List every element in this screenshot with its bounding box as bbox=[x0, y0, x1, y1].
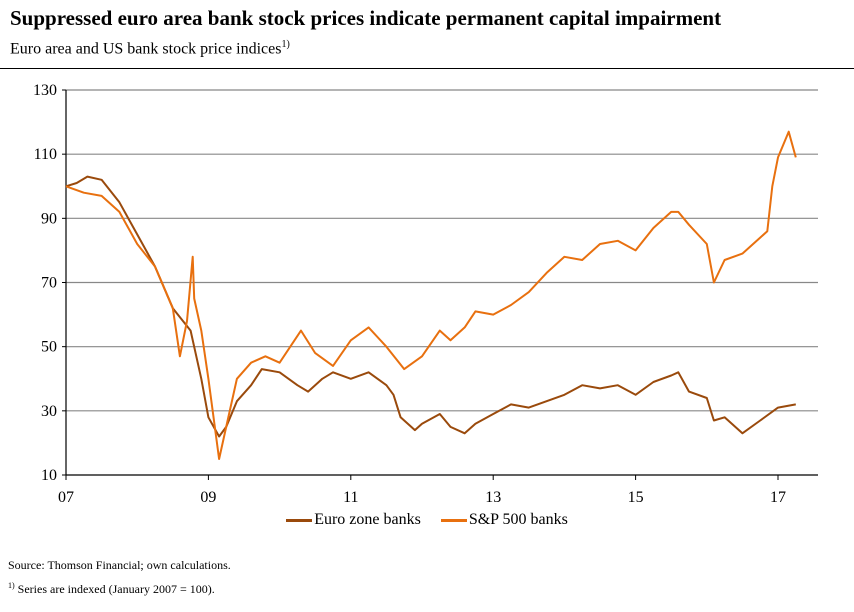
footnote-mark: 1) bbox=[281, 39, 290, 50]
y-tick-label: 10 bbox=[41, 467, 57, 484]
source-note: Source: Thomson Financial; own calculati… bbox=[8, 558, 231, 572]
chart-subtitle: Euro area and US bank stock price indice… bbox=[10, 39, 290, 58]
legend-item-euro: Euro zone banks bbox=[286, 511, 421, 529]
y-tick-label: 110 bbox=[34, 146, 57, 163]
chart-title: Suppressed euro area bank stock prices i… bbox=[10, 6, 722, 30]
series-line-euro-zone-banks bbox=[65, 175, 796, 438]
x-tick-label: 07 bbox=[58, 489, 74, 506]
subtitle-text: Euro area and US bank stock price indice… bbox=[10, 40, 282, 58]
legend-label-sp500: S&P 500 banks bbox=[468, 511, 568, 528]
series-line-sp500-banks bbox=[65, 130, 797, 460]
x-tick-label: 15 bbox=[628, 489, 644, 506]
footnote: 1) Series are indexed (January 2007 = 10… bbox=[8, 581, 215, 597]
legend-swatch-sp500 bbox=[440, 518, 467, 522]
x-tick-label: 11 bbox=[343, 489, 358, 506]
y-tick-label: 30 bbox=[41, 403, 57, 420]
legend-item-sp500: S&P 500 banks bbox=[440, 511, 568, 529]
title-divider bbox=[0, 68, 854, 69]
footnote-mark: 1) bbox=[8, 581, 15, 590]
y-tick-label: 70 bbox=[41, 275, 57, 292]
y-tick-label: 130 bbox=[33, 82, 57, 99]
y-tick-label: 50 bbox=[41, 339, 57, 356]
legend-swatch-euro bbox=[286, 518, 313, 522]
legend: Euro zone banks S&P 500 banks bbox=[0, 511, 854, 529]
x-tick-label: 17 bbox=[770, 489, 786, 506]
y-tick-label: 90 bbox=[41, 210, 57, 227]
legend-label-euro: Euro zone banks bbox=[314, 511, 421, 528]
footnote-text: Series are indexed (January 2007 = 100). bbox=[17, 582, 215, 596]
x-tick-label: 09 bbox=[200, 489, 216, 506]
x-tick-label: 13 bbox=[485, 489, 501, 506]
